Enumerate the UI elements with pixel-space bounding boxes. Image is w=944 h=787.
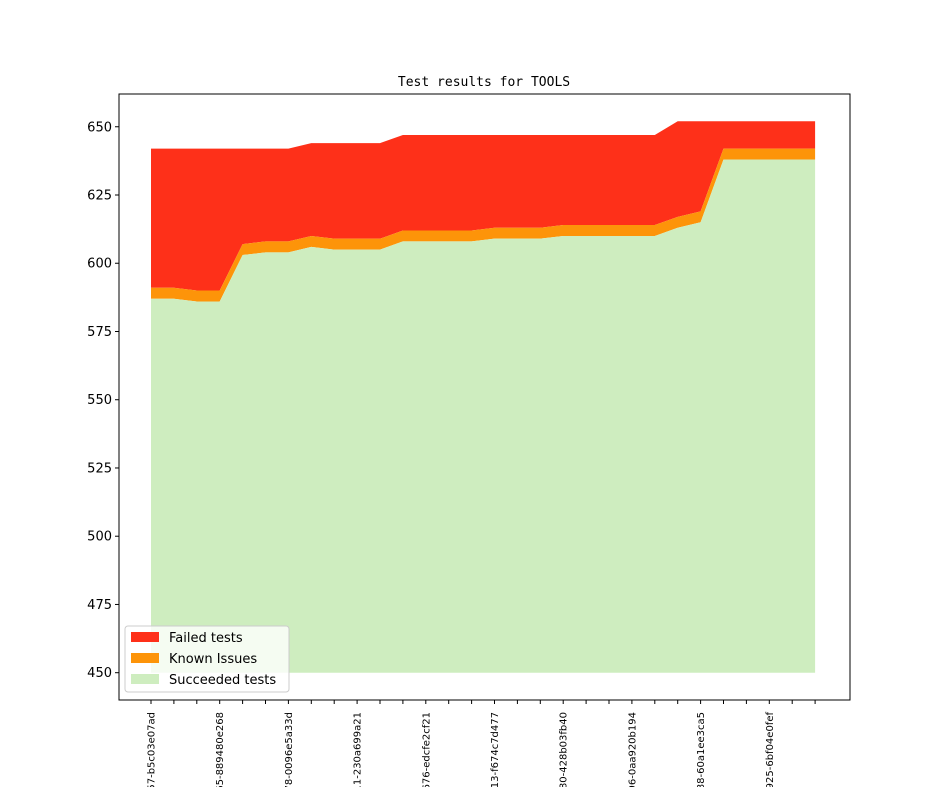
x-axis: 57-b5c03e07ad 65-889480e268 78-0096e5a33d 1… bbox=[147, 700, 816, 787]
legend-label-succeeded-tests: Succeeded tests bbox=[169, 673, 276, 688]
y-tick-label: 600 bbox=[87, 257, 112, 272]
x-tick-label: 925-6bf04e0fef bbox=[765, 712, 776, 787]
legend: Failed tests Known Issues Succeeded tests bbox=[124, 625, 290, 693]
x-tick-label: 11-230a699a21 bbox=[353, 712, 364, 787]
legend-swatch-failed-tests bbox=[131, 632, 159, 642]
x-tick-label: 96-0aa920b194 bbox=[627, 712, 638, 787]
y-tick-label: 475 bbox=[87, 598, 112, 613]
y-tick-label: 500 bbox=[87, 530, 112, 545]
x-tick-label: 65-889480e268 bbox=[215, 712, 226, 787]
x-tick-label: 676-edcfe2cf21 bbox=[421, 712, 432, 787]
legend-box bbox=[124, 625, 290, 693]
legend-swatch-succeeded-tests bbox=[131, 674, 159, 684]
y-tick-label: 650 bbox=[87, 120, 112, 135]
legend-swatch-known-issues bbox=[131, 653, 159, 663]
chart-title: Test results for TOOLS bbox=[398, 75, 570, 90]
x-tick-label: 80-428b03fb40 bbox=[559, 712, 570, 787]
x-tick-label: 13-f674c7d477 bbox=[490, 712, 501, 787]
area-known-issues bbox=[151, 148, 816, 302]
plot-frame bbox=[118, 93, 851, 701]
y-tick-label: 450 bbox=[87, 666, 112, 681]
x-tick-label: 88-60a1ee3ca5 bbox=[696, 712, 707, 787]
area-layer bbox=[151, 121, 816, 673]
y-tick-label: 550 bbox=[87, 393, 112, 408]
y-tick-label: 575 bbox=[87, 325, 112, 340]
area-succeeded-tests bbox=[151, 159, 816, 673]
y-axis: 450 475 500 525 550 575 600 625 650 bbox=[87, 120, 119, 681]
legend-label-failed-tests: Failed tests bbox=[169, 631, 243, 646]
y-tick-label: 525 bbox=[87, 461, 112, 476]
legend-label-known-issues: Known Issues bbox=[169, 652, 257, 667]
x-tick-label: 78-0096e5a33d bbox=[284, 712, 295, 787]
y-tick-label: 625 bbox=[87, 189, 112, 204]
area-failed-tests bbox=[151, 121, 816, 291]
x-tick-label: 57-b5c03e07ad bbox=[147, 712, 158, 787]
